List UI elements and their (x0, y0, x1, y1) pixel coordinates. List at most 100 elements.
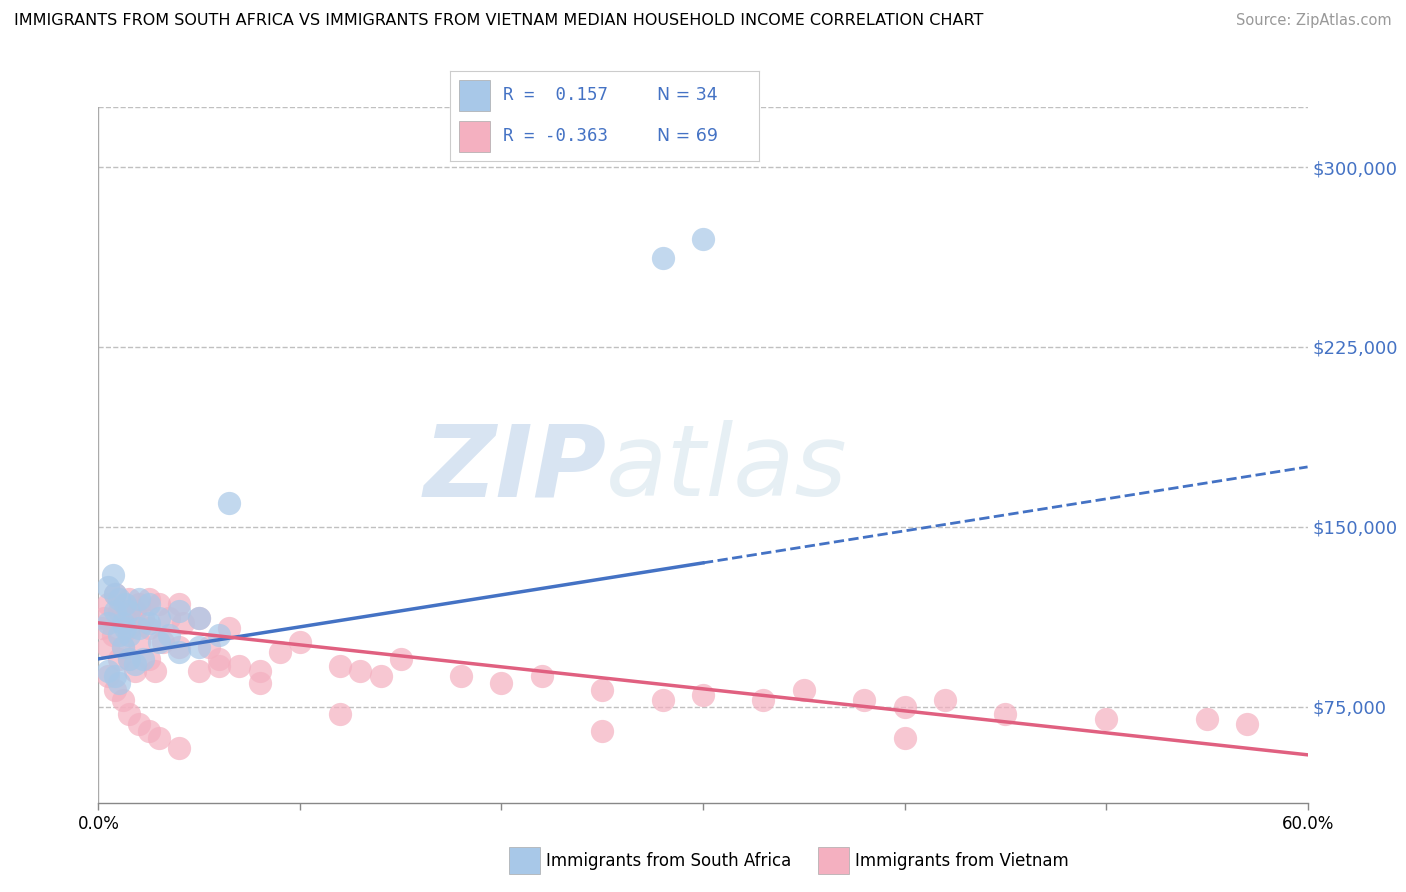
Point (132, 611, 155, 625)
Point (148, 635, 170, 649)
Point (138, 591, 160, 606)
Point (208, 659, 231, 673)
Point (103, 587, 125, 601)
Point (148, 611, 170, 625)
Point (118, 604, 141, 618)
Text: R =  0.157: R = 0.157 (502, 87, 607, 104)
Point (329, 659, 352, 673)
Point (118, 706, 141, 721)
Point (148, 597, 170, 611)
Point (172, 615, 194, 630)
Point (138, 597, 160, 611)
Point (128, 716, 150, 731)
Point (124, 657, 146, 671)
Text: atlas: atlas (606, 420, 848, 517)
Point (167, 604, 190, 618)
Point (530, 668, 553, 682)
Point (114, 611, 136, 625)
Point (107, 591, 129, 606)
Point (103, 604, 125, 618)
Point (208, 652, 231, 666)
Point (111, 692, 134, 706)
Point (692, 232, 714, 246)
Point (124, 664, 146, 678)
Point (101, 567, 124, 582)
Point (651, 251, 673, 265)
Point (752, 692, 775, 706)
Point (218, 496, 240, 510)
Point (118, 652, 141, 666)
Point (994, 706, 1017, 721)
Point (793, 683, 815, 698)
Point (128, 591, 150, 606)
Point (167, 640, 190, 654)
Point (107, 604, 129, 618)
Point (167, 740, 190, 755)
Point (118, 628, 141, 642)
Point (118, 621, 141, 635)
Point (218, 621, 240, 635)
Point (97, 664, 120, 678)
Point (124, 604, 146, 618)
Text: Source: ZipAtlas.com: Source: ZipAtlas.com (1236, 13, 1392, 29)
Point (269, 645, 291, 659)
Point (853, 692, 876, 706)
Bar (460, 80, 491, 111)
Text: Immigrants from Vietnam: Immigrants from Vietnam (855, 852, 1069, 870)
Point (107, 676, 129, 690)
Point (138, 615, 160, 630)
Point (188, 640, 211, 654)
Point (491, 676, 513, 690)
Point (97, 668, 120, 682)
Point (118, 652, 141, 666)
Point (107, 628, 129, 642)
Point (167, 645, 190, 659)
Point (128, 635, 150, 649)
Point (1195, 712, 1218, 726)
Point (101, 628, 124, 642)
Point (893, 731, 915, 745)
Point (692, 688, 714, 702)
Point (651, 692, 673, 706)
Point (97, 615, 120, 630)
Point (128, 597, 150, 611)
Point (591, 723, 613, 738)
Point (329, 706, 352, 721)
Point (198, 640, 221, 654)
Text: R = -0.363: R = -0.363 (502, 128, 607, 145)
Point (188, 611, 211, 625)
Point (157, 628, 180, 642)
Point (249, 676, 271, 690)
Point (450, 668, 472, 682)
Text: ZIP: ZIP (423, 420, 606, 517)
Point (107, 652, 129, 666)
Point (132, 652, 155, 666)
Point (91, 621, 114, 635)
Point (138, 652, 160, 666)
Point (893, 699, 915, 714)
Point (188, 664, 211, 678)
Point (288, 635, 311, 649)
Point (249, 664, 271, 678)
Point (370, 668, 392, 682)
Point (138, 723, 160, 738)
Point (97, 580, 120, 594)
Point (111, 615, 134, 630)
Point (188, 611, 211, 625)
Point (349, 664, 371, 678)
Point (138, 621, 160, 635)
Point (103, 587, 125, 601)
Point (103, 668, 125, 682)
Point (97, 597, 120, 611)
Point (228, 659, 250, 673)
Text: N = 69: N = 69 (657, 128, 718, 145)
Point (208, 628, 231, 642)
Point (1095, 712, 1118, 726)
Point (111, 640, 134, 654)
Point (143, 664, 166, 678)
Point (157, 611, 180, 625)
Point (103, 683, 125, 698)
Point (591, 683, 613, 698)
Point (118, 591, 141, 606)
Bar (460, 121, 491, 152)
